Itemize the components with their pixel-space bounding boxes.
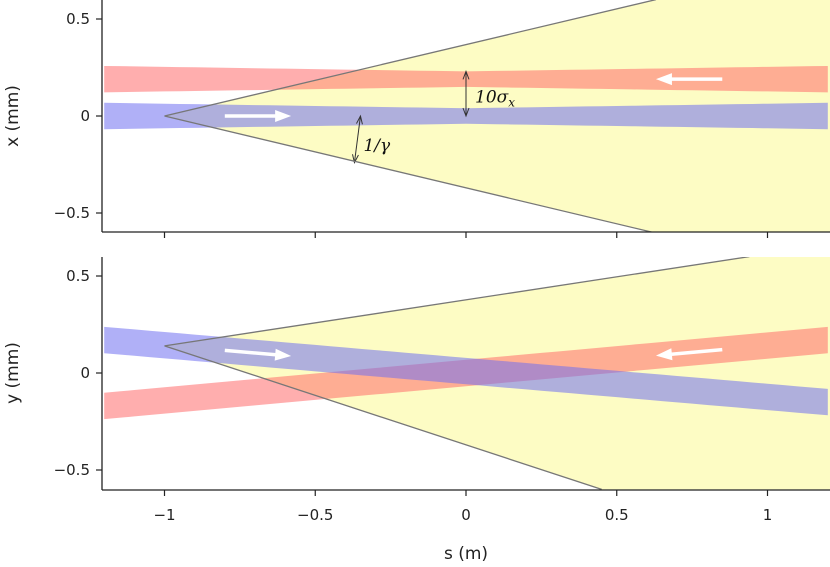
bottom-x-ticks: −1 −0.5 0 0.5 1 (153, 490, 772, 524)
xtick-label: 0.5 (605, 506, 629, 524)
bottom-red-arrow-head (655, 348, 673, 361)
bottom-ytick-label: −0.5 (54, 461, 90, 479)
bottom-red-arrow-shaft (669, 347, 723, 357)
gamma-marker-head (356, 114, 363, 125)
x-axis-title: s (m) (444, 544, 488, 564)
xtick-label: 1 (763, 506, 773, 524)
bottom-y-ticks: −0.5 0 0.5 (54, 267, 102, 479)
top-direction-arrows (224, 73, 723, 122)
top-cone-lower-edge (164, 115, 654, 232)
gamma-annotation: 1/γ (363, 136, 391, 156)
top-ytick-label: 0.5 (66, 10, 90, 28)
bottom-ytick-label: 0.5 (66, 267, 90, 285)
sigma-annotation-main: 10σ (475, 88, 509, 108)
top-cone-upper-edge (164, 0, 657, 117)
xtick-label: −0.5 (297, 506, 333, 524)
bottom-plot-area (104, 257, 830, 490)
top-red-arrow-head (655, 73, 672, 86)
top-annotations: 10σx 1/γ (363, 88, 515, 157)
top-blue-arrow-head (275, 110, 292, 122)
top-ytick-label: −0.5 (54, 204, 90, 222)
top-y-ticks: −0.5 0 0.5 (54, 10, 102, 222)
bottom-ytick-label: 0 (80, 364, 90, 382)
gamma-marker-head (352, 154, 359, 164)
bottom-blue-arrow-shaft (224, 348, 278, 357)
bottom-cone-lower-edge (164, 345, 602, 490)
gamma-marker-line (353, 115, 361, 163)
sigma-marker-head (462, 107, 470, 118)
bottom-y-axis-title: y (mm) (3, 342, 23, 404)
bottom-blue-arrow-head (274, 348, 292, 361)
top-dimension-markers (352, 69, 470, 164)
bottom-cone-upper-edge (164, 257, 750, 347)
top-y-axis-title: x (mm) (3, 85, 23, 147)
xtick-label: 0 (461, 506, 471, 524)
top-plot-area (104, 0, 830, 232)
bottom-blue-beam (104, 326, 828, 416)
xtick-label: −1 (153, 506, 175, 524)
sigma-marker-head (462, 69, 470, 80)
sigma-annotation-sub: x (508, 96, 515, 110)
top-x-ticks (163, 232, 769, 238)
bottom-panel: −0.5 0 0.5 −1 −0.5 0 0.5 1 y (mm) (3, 257, 830, 524)
top-panel: −0.5 0 0.5 x (mm) 10σx 1/γ (3, 0, 830, 238)
sigma-annotation: 10σx (475, 88, 515, 110)
top-ytick-label: 0 (80, 107, 90, 125)
bottom-direction-arrows (224, 347, 723, 361)
